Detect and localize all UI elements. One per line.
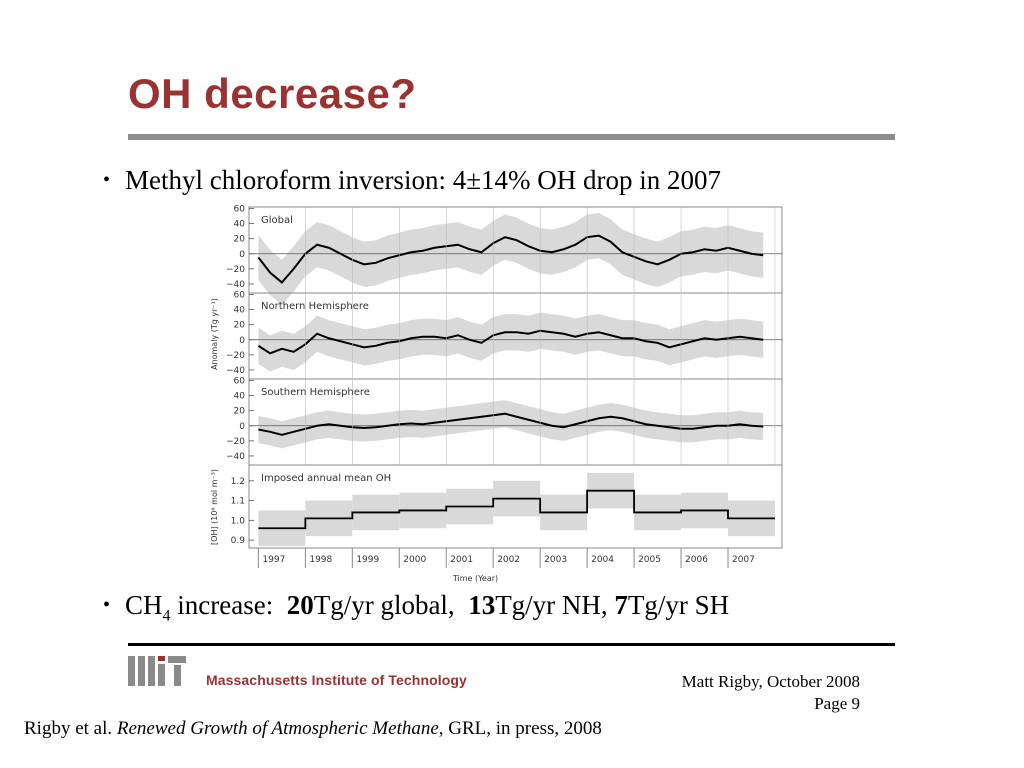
bullet-text: Methyl chloroform inversion: 4±14% OH dr… (125, 165, 721, 195)
y-tick-label: 20 (234, 235, 246, 245)
nh-value: 13 (468, 590, 496, 620)
mit-logo-icon (128, 656, 186, 686)
panel-title: Northern Hemisphere (261, 301, 369, 312)
anomaly-series-line (258, 412, 764, 436)
y-tick-label: −20 (226, 265, 245, 275)
y-axis-label: Anomaly (Tg yr⁻¹) (210, 298, 219, 370)
y-tick-label: −40 (226, 452, 245, 462)
y-tick-label: 0 (239, 422, 245, 432)
y-tick-label: −20 (226, 437, 245, 447)
citation-title: Renewed Growth of Atmospheric Methane (116, 718, 439, 739)
year-tick-label: 2000 (403, 555, 426, 565)
ch4-label: CH (125, 590, 163, 620)
y-tick-label: 40 (234, 220, 246, 230)
y-tick-label: 20 (234, 407, 246, 417)
title-divider (128, 134, 895, 140)
y-tick-label: 1.1 (231, 497, 245, 507)
y-tick-label: 1.2 (231, 477, 245, 487)
y-tick-label: −40 (226, 366, 245, 376)
year-tick-label: 1998 (309, 555, 332, 565)
slide-title: OH decrease? (128, 70, 417, 117)
uncertainty-band (258, 400, 764, 449)
oh-anomaly-figure: 60 40 20 0 −20 −40 Global 60 40 20 0 −20 −40 Northern… (210, 205, 783, 583)
year-tick-label: 2007 (732, 555, 755, 565)
institution-name: Massachusetts Institute of Technology (206, 672, 467, 688)
global-value: 20 (286, 590, 314, 620)
citation-authors: Rigby et al. (24, 718, 117, 739)
year-tick-label: 2006 (685, 555, 708, 565)
uncertainty-band (258, 213, 764, 306)
increase-label: increase: (170, 590, 287, 620)
page-number: Page 9 (814, 694, 860, 713)
panel-title: Global (261, 215, 293, 226)
bullet-methyl-chloroform: • Methyl chloroform inversion: 4±14% OH d… (103, 165, 721, 196)
bullet-dot-icon: • (103, 169, 111, 191)
y-tick-label: 60 (234, 377, 246, 387)
y-tick-label: 0 (239, 336, 245, 346)
oh-axis-label: [OH] (10⁶ mol m⁻³) (210, 469, 219, 545)
footer-divider (128, 643, 895, 646)
year-tick-label: 1997 (262, 555, 285, 565)
y-tick-label: 0 (239, 250, 245, 260)
y-tick-label: 40 (234, 392, 246, 402)
y-tick-label: 40 (234, 306, 246, 316)
y-tick-label: 20 (234, 321, 246, 331)
bullet-dot-icon: • (103, 594, 111, 616)
author-date: Matt Rigby, October 2008 (681, 672, 860, 691)
year-tick-label: 2001 (450, 555, 473, 565)
nh-unit: Tg/yr NH, (495, 590, 615, 620)
y-tick-label: −20 (226, 351, 245, 361)
y-tick-label: 60 (234, 291, 246, 301)
citation: Rigby et al. Renewed Growth of Atmospher… (24, 718, 602, 740)
anomaly-series-line (257, 329, 764, 355)
uncertainty-band (258, 312, 764, 372)
bullet-ch4-increase: • CH4 increase: 20Tg/yr global, 13Tg/yr N… (103, 590, 729, 625)
year-tick-label: 1999 (356, 555, 379, 565)
anomaly-series-line (257, 234, 764, 284)
sh-value: 7 (614, 590, 628, 620)
y-tick-label: −40 (226, 280, 245, 290)
ch4-subscript: 4 (162, 607, 171, 625)
year-tick-label: 2002 (497, 555, 520, 565)
x-axis-label: Time (Year) (452, 574, 498, 583)
year-tick-label: 2004 (591, 555, 614, 565)
panel-title: Imposed annual mean OH (261, 473, 391, 484)
year-tick-label: 2005 (638, 555, 661, 565)
sh-unit: Tg/yr SH (627, 590, 730, 620)
y-tick-label: 0.9 (231, 536, 246, 546)
global-unit: Tg/yr global, (313, 590, 469, 620)
citation-rest: , GRL, in press, 2008 (438, 718, 602, 739)
panel-title: Southern Hemisphere (261, 387, 370, 398)
y-tick-label: 1.0 (231, 516, 246, 526)
year-tick-label: 2003 (544, 555, 567, 565)
oh-step-line (258, 489, 775, 530)
y-tick-label: 60 (234, 205, 246, 215)
